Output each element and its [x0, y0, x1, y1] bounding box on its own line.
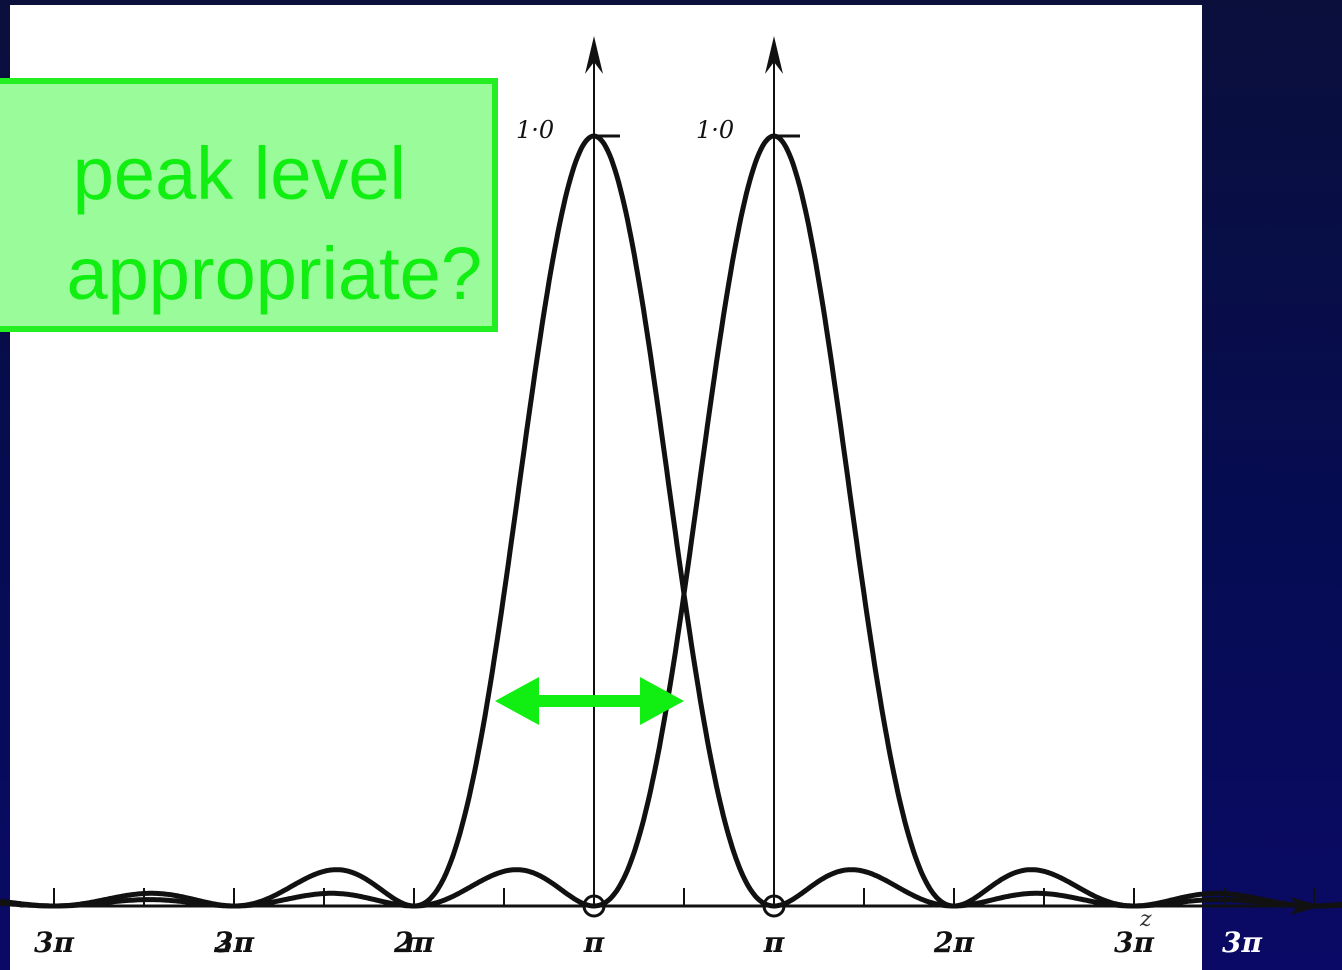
x-tick-label-shifted-5: 2π — [933, 926, 974, 959]
chart-axes — [20, 36, 1322, 918]
width-arrow-right-head — [640, 677, 684, 725]
x-tick-label-6: 3π — [1114, 926, 1154, 959]
peak-label-1: 1·0 — [516, 116, 554, 144]
x-tick-label-3: π — [403, 926, 425, 959]
x-tick-label-2: 2π — [213, 926, 254, 959]
callout-text-line-1: peak level — [72, 132, 406, 215]
callout-box: peak level appropriate? — [0, 78, 498, 332]
width-arrow-left-head — [495, 677, 539, 725]
x-axis-arrowhead — [1290, 897, 1322, 915]
x-tick-label-shifted-1: 3π — [214, 926, 254, 959]
chart-annotations — [495, 677, 684, 725]
peak-guide-arrowhead-2 — [765, 36, 783, 74]
callout-text-line-2: appropriate? — [66, 232, 482, 315]
x-axis-name: z — [1139, 907, 1152, 932]
x-tick-label-5: 2π — [933, 926, 974, 959]
peak-label-2: 1·0 — [696, 116, 734, 144]
x-tick-label-shifted-4: π — [763, 926, 785, 959]
x-tick-label-shifted-3: π — [583, 926, 605, 959]
peak-guide-arrowhead-1 — [585, 36, 603, 74]
x-tick-label-shifted-2: 2π — [393, 926, 434, 959]
x-tick-label-1: 3π — [34, 926, 74, 959]
x-tick-label-4: π — [763, 926, 785, 959]
x-tick-label-shifted-6: 3π — [1222, 926, 1262, 959]
